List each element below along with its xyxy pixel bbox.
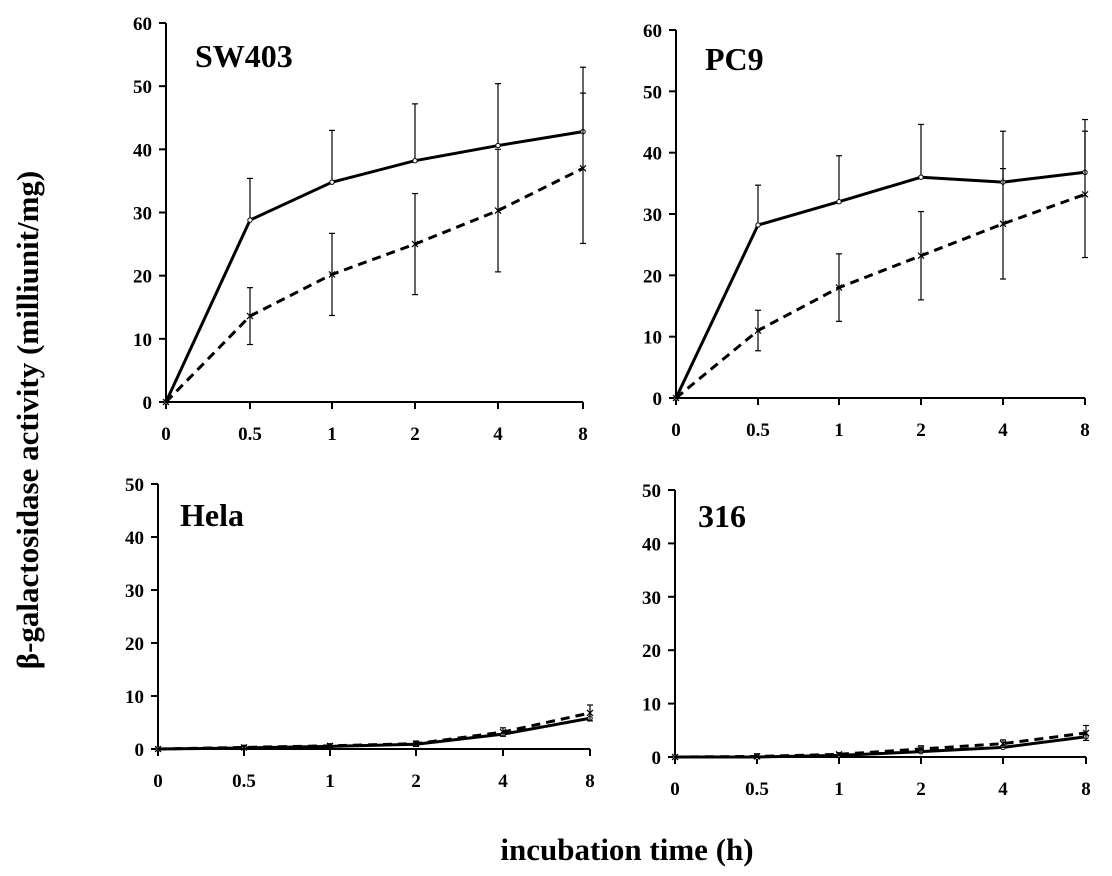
series-line-dashed xyxy=(675,192,1086,400)
y-tick-label: 30 xyxy=(125,581,144,602)
data-point-circle xyxy=(412,158,418,164)
data-point-circle xyxy=(755,222,761,228)
y-tick-label: 60 xyxy=(133,14,152,35)
data-point-circle xyxy=(247,217,253,223)
panel-title: 316 xyxy=(698,498,746,534)
panel-title: PC9 xyxy=(705,41,764,77)
x-tick-label: 1 xyxy=(834,779,844,800)
x-tick-label: 0 xyxy=(161,424,171,445)
series-line-dashed xyxy=(157,711,591,751)
x-tick-label: 2 xyxy=(410,424,420,445)
y-tick-label: 40 xyxy=(125,528,144,549)
data-point-x xyxy=(1081,190,1089,198)
x-tick-label: 2 xyxy=(916,779,926,800)
data-point-x xyxy=(672,394,680,402)
data-point-x xyxy=(999,740,1007,748)
x-tick-label: 0 xyxy=(670,779,680,800)
x-tick-label: 0.5 xyxy=(232,771,256,792)
series-line-dashed xyxy=(164,166,584,404)
chart-panel: 0 10 20 30 40 50 60 0 0.5 1 2 4 8 PC9 xyxy=(643,21,1090,441)
data-point-x xyxy=(246,312,254,320)
x-tick-label: 8 xyxy=(1081,779,1091,800)
y-tick-label: 30 xyxy=(133,204,152,225)
x-tick-label: 0.5 xyxy=(746,420,770,441)
x-tick-label: 0.5 xyxy=(745,779,769,800)
x-tick-label: 0 xyxy=(671,420,681,441)
y-tick-label: 20 xyxy=(125,634,144,655)
y-tick-label: 50 xyxy=(643,82,662,103)
data-point-x xyxy=(499,728,507,736)
panel-title: SW403 xyxy=(195,38,293,74)
series-line-dashed xyxy=(674,731,1087,759)
data-point-x xyxy=(754,327,762,334)
y-tick-label: 60 xyxy=(643,21,662,42)
chart-panel: 0 10 20 30 40 50 0 0.5 1 2 4 8 316 xyxy=(642,481,1091,800)
y-tick-label: 20 xyxy=(643,266,662,287)
data-point-x xyxy=(753,753,761,760)
y-tick-label: 50 xyxy=(642,481,661,502)
data-point-x xyxy=(999,220,1007,228)
x-tick-label: 4 xyxy=(493,424,503,445)
x-tick-label: 8 xyxy=(585,771,595,792)
x-tick-label: 1 xyxy=(325,771,335,792)
chart-panel: 0 10 20 30 40 50 0 0.5 1 2 4 8 Hela xyxy=(125,475,595,792)
x-tick-label: 2 xyxy=(411,771,421,792)
y-tick-label: 30 xyxy=(642,588,661,609)
y-tick-label: 10 xyxy=(643,328,662,349)
y-tick-label: 30 xyxy=(643,205,662,226)
data-point-x xyxy=(917,252,925,260)
data-point-x xyxy=(671,753,679,761)
data-point-x xyxy=(494,207,502,215)
data-point-x xyxy=(326,742,334,750)
data-point-circle xyxy=(836,199,842,205)
x-tick-label: 1 xyxy=(834,420,844,441)
x-tick-label: 4 xyxy=(498,771,508,792)
y-tick-label: 50 xyxy=(125,475,144,496)
x-tick-label: 8 xyxy=(1080,420,1090,441)
data-point-x xyxy=(240,743,248,751)
data-point-x xyxy=(579,164,587,172)
y-tick-label: 40 xyxy=(133,140,152,161)
y-tick-label: 40 xyxy=(643,144,662,165)
data-point-x xyxy=(586,709,594,717)
series-line-solid xyxy=(674,170,1086,399)
y-tick-label: 0 xyxy=(135,740,145,761)
y-tick-label: 0 xyxy=(653,389,663,410)
y-tick-label: 10 xyxy=(133,330,152,351)
data-point-x xyxy=(835,750,843,758)
y-axis-title: β-galactosidase activity (milliunit/mg) xyxy=(10,171,45,670)
data-point-x xyxy=(328,270,336,278)
panel-title: Hela xyxy=(180,497,244,533)
data-point-x xyxy=(154,745,162,753)
data-point-x xyxy=(917,745,925,753)
x-axis-title: incubation time (h) xyxy=(500,832,753,867)
x-tick-label: 0 xyxy=(153,771,163,792)
y-tick-label: 50 xyxy=(133,77,152,98)
x-tick-label: 0.5 xyxy=(238,424,262,445)
y-tick-label: 40 xyxy=(642,534,661,555)
y-tick-label: 20 xyxy=(642,641,661,662)
x-tick-label: 1 xyxy=(327,424,337,445)
x-tick-label: 2 xyxy=(916,420,926,441)
y-tick-label: 20 xyxy=(133,267,152,288)
x-tick-label: 4 xyxy=(998,420,1008,441)
data-point-circle xyxy=(329,179,335,185)
data-point-x xyxy=(162,398,170,406)
data-point-x xyxy=(835,284,843,292)
y-tick-label: 10 xyxy=(125,687,144,708)
data-point-circle xyxy=(495,142,501,149)
x-tick-label: 4 xyxy=(998,779,1008,800)
x-tick-label: 8 xyxy=(578,424,588,445)
data-point-x xyxy=(412,740,420,748)
series-line-solid xyxy=(164,130,584,403)
y-tick-label: 0 xyxy=(143,393,153,414)
data-point-circle xyxy=(918,174,924,180)
data-point-x xyxy=(1082,729,1090,737)
data-point-x xyxy=(411,240,419,248)
chart-panel: 0 10 20 30 40 50 60 0 0.5 1 2 4 8 SW403 xyxy=(133,14,588,445)
y-tick-label: 10 xyxy=(642,695,661,716)
y-tick-label: 0 xyxy=(652,748,662,769)
